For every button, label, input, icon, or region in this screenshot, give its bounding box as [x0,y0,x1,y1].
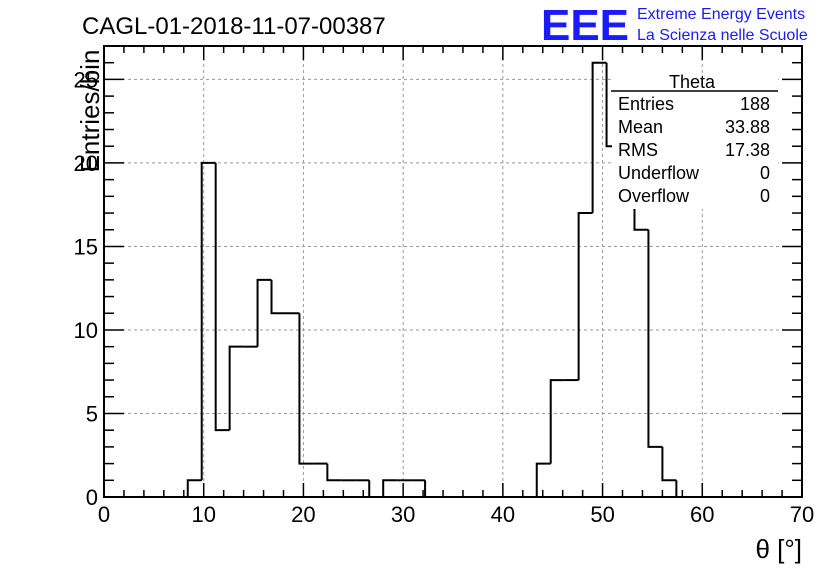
histogram-bin-23 [424,480,440,498]
histogram-bin-16 [326,463,342,482]
eee-logo-mark: EEE [541,1,629,50]
logo-line-2: La Scienza nelle Scuole [637,27,808,44]
histogram-bin-31 [535,462,551,497]
stats-label-mean: Mean [618,117,663,137]
stats-label-rms: RMS [618,140,658,160]
stats-box-background [612,73,778,209]
histogram-bin-14 [298,313,314,465]
histogram-bin-32 [549,379,565,464]
histogram-bin-9 [228,345,244,431]
logo-line-1: Extreme Energy Events [637,6,805,23]
plot-frame [103,45,803,498]
histogram-bin-34 [577,212,593,381]
y-tick-label-15: 15 [74,234,98,259]
stats-value-rms: 17.38 [725,140,770,160]
x-tick-label-30: 30 [391,502,415,527]
histogram-bin-41 [675,480,691,498]
histogram-bin-11 [256,278,272,347]
y-axis-label: Entries/bin [75,50,105,173]
chart-title: CAGL-01-2018-11-07-00387 [82,13,386,40]
x-tick-label-20: 20 [291,502,315,527]
histogram-bin-12 [270,279,286,315]
stats-value-mean: 33.88 [725,117,770,137]
stats-value-underflow: 0 [760,163,770,183]
y-tick-label-5: 5 [86,401,98,426]
x-tick-label-70: 70 [790,502,814,527]
histogram-bin-6 [186,479,202,497]
stats-box: Theta Entries 188 Mean 33.88 RMS 17.38 Underfl… [611,72,778,209]
axis-ticks [103,45,803,498]
stats-box-title: Theta [669,72,716,92]
histogram-bin-35 [591,61,607,214]
stats-label-overflow: Overflow [618,186,690,206]
x-tick-label-0: 0 [98,502,110,527]
histogram-bin-39 [647,229,663,448]
stats-rows: Entries 188 Mean 33.88 RMS 17.38 Underflow 0 Ove… [618,94,770,206]
x-tick-label-50: 50 [590,502,614,527]
histogram-bin-19 [368,480,384,498]
stats-value-overflow: 0 [760,186,770,206]
x-tick-label-10: 10 [191,502,215,527]
histogram-bin-7 [200,161,216,481]
histogram-bin-20 [382,479,398,497]
stats-value-entries: 188 [740,94,770,114]
x-tick-label-40: 40 [491,502,515,527]
x-tick-label-60: 60 [690,502,714,527]
y-tick-label-20: 20 [74,151,98,176]
y-tick-label-25: 25 [74,67,98,92]
stats-label-underflow: Underflow [618,163,700,183]
y-tick-label-10: 10 [74,318,98,343]
stats-label-entries: Entries [618,94,674,114]
grid-lines [104,46,802,497]
x-axis-label: θ [°] [755,534,802,564]
histogram-bin-8 [214,162,230,432]
y-tick-labels: 0 5 10 15 20 25 [74,67,98,510]
histogram-bin-40 [661,446,677,482]
x-tick-labels: 0 10 20 30 40 50 60 70 [98,502,814,527]
y-tick-label-0: 0 [86,485,98,510]
